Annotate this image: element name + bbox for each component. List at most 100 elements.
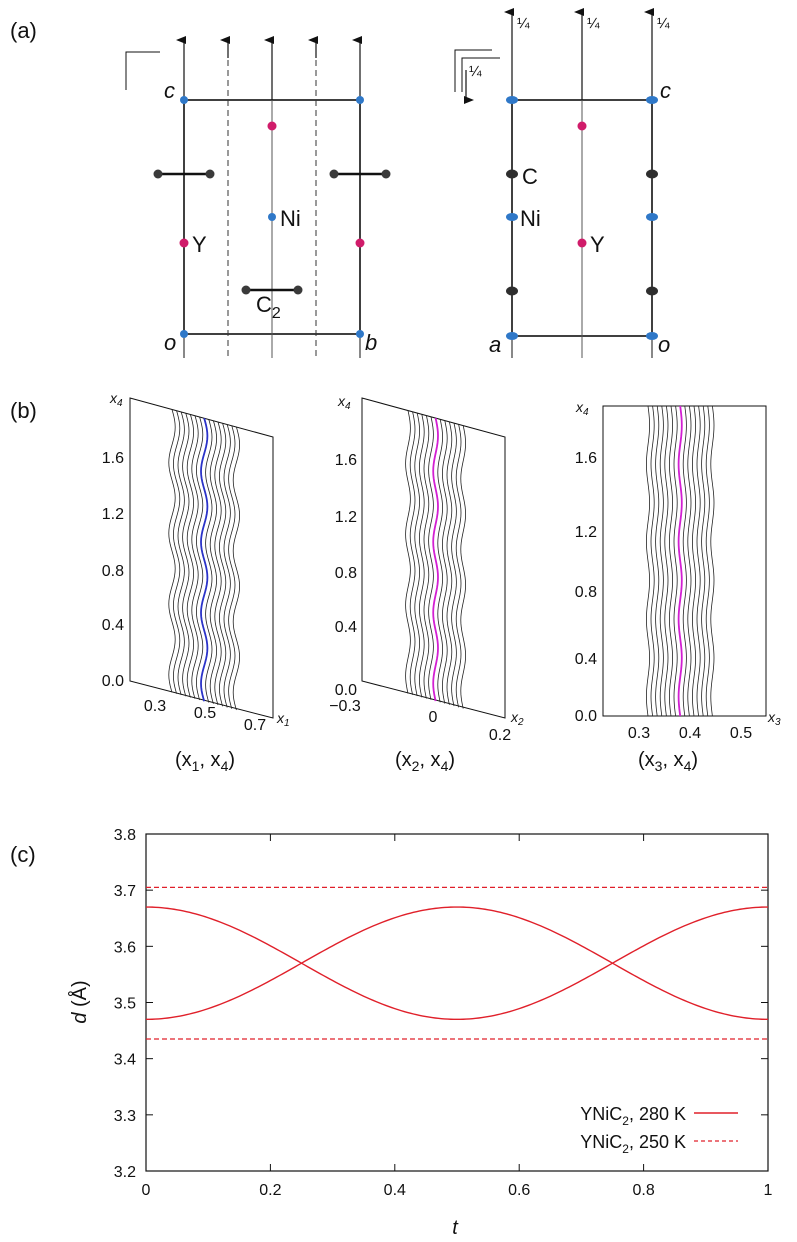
corner-label-c: c xyxy=(660,78,671,103)
modulation-curve xyxy=(446,421,453,705)
carbon-atom xyxy=(506,286,518,296)
atom-label-c2: C2 xyxy=(256,292,281,322)
x-tick-label: 0.8 xyxy=(632,1182,654,1199)
modulation-curve xyxy=(168,409,176,693)
x-axis-variable: x2 xyxy=(510,709,524,728)
y-tick-label: 0.8 xyxy=(335,565,357,582)
nickel-atom xyxy=(646,213,658,221)
modulation-curve xyxy=(455,424,462,708)
carbon-atom xyxy=(153,169,163,179)
modulation-curve xyxy=(414,412,421,697)
modulation-curve xyxy=(177,411,185,696)
y-axis-variable: x4 xyxy=(575,399,589,418)
x-tick-label: 0.5 xyxy=(730,725,752,742)
modulation-curves xyxy=(168,409,241,711)
x-tick-label: 0 xyxy=(429,709,438,726)
y-tick-label: 0.4 xyxy=(102,617,124,634)
y-axis-title: d (Å) xyxy=(68,980,91,1023)
x-axis-variable: x3 xyxy=(767,709,781,728)
y-tick-label: 3.2 xyxy=(114,1164,136,1181)
carbon-atom xyxy=(293,285,303,295)
modulation-curve xyxy=(668,405,674,717)
yttrium-atom xyxy=(355,238,365,248)
highlight-curve xyxy=(677,405,683,717)
corner-label-a: a xyxy=(489,332,501,357)
y-tick-label: 0.4 xyxy=(335,619,357,636)
y-tick-label: 1.2 xyxy=(335,509,357,526)
modulation-curve xyxy=(705,405,710,717)
legend-label-250k: YNiC2, 250 K xyxy=(580,1132,686,1156)
modulation-curve xyxy=(418,414,425,698)
ticks: 0 0.2 0.4 0.6 0.8 1 3.2 3.3 3.4 3.5 3.6 3.7 3.8 xyxy=(114,827,773,1199)
modulation-curve xyxy=(223,424,231,708)
nickel-atom xyxy=(506,96,518,104)
x-tick-label: −0.3 xyxy=(329,698,361,715)
x-tick-label: 0.3 xyxy=(628,725,650,742)
highlight-curve xyxy=(432,417,439,702)
modulation-curve xyxy=(186,414,195,698)
y-axis-variable: x4 xyxy=(337,393,351,412)
x-tick-label: 0.5 xyxy=(194,705,216,722)
y-tick-label: 1.6 xyxy=(575,450,597,467)
subplot-label: (x2, x4) xyxy=(395,749,455,774)
carbon-atom xyxy=(329,169,339,179)
modulation-curve xyxy=(710,405,715,717)
atom-label-y: Y xyxy=(192,232,207,257)
y-tick-label: 0.0 xyxy=(102,673,124,690)
series xyxy=(146,886,768,1040)
structure-right: ¼ ¼ ¼ ¼ c a o C Ni Y xyxy=(454,8,671,358)
corner-label-b: b xyxy=(365,330,377,355)
modulation-curve xyxy=(232,426,241,711)
modulation-curve xyxy=(673,405,678,717)
carbon-atom xyxy=(506,169,518,179)
distance-plot: 0 0.2 0.4 0.6 0.8 1 3.2 3.3 3.4 3.5 3.6 3.7 3.8 t d … xyxy=(68,827,773,1239)
highlight-curve xyxy=(200,417,209,702)
y-tick-label: 0.4 xyxy=(575,651,597,668)
modulation-curve xyxy=(172,410,181,694)
modulation-curve xyxy=(191,415,199,699)
modulation-curve xyxy=(214,421,222,706)
y-tick-label: 0.0 xyxy=(575,708,597,725)
atom-label-y: Y xyxy=(590,232,605,257)
nickel-atom xyxy=(646,332,658,340)
modulation-curve xyxy=(682,405,687,717)
x-tick-label: 0 xyxy=(142,1182,151,1199)
quarter-label: ¼ xyxy=(587,15,600,32)
x-tick-label: 0.4 xyxy=(384,1182,406,1199)
yttrium-atom xyxy=(577,121,587,131)
panel-label-b: (b) xyxy=(10,398,37,423)
modulation-curve xyxy=(218,423,227,707)
modulation-curves xyxy=(405,410,467,709)
panel-label-a: (a) xyxy=(10,18,37,43)
modulation-curve xyxy=(664,405,669,717)
nickel-atom xyxy=(506,213,518,221)
corner-label-o: o xyxy=(658,332,670,357)
y-tick-label: 3.6 xyxy=(114,939,136,956)
nickel-atom xyxy=(268,213,276,221)
y-axis-variable: x4 xyxy=(109,390,123,409)
y-tick-label: 1.6 xyxy=(102,450,124,467)
modulation-curve xyxy=(659,405,664,717)
nickel-atom xyxy=(506,332,518,340)
y-tick-label: 1.2 xyxy=(575,524,597,541)
series-line-280k xyxy=(146,906,768,1021)
nickel-atom xyxy=(356,330,364,338)
y-tick-label: 3.5 xyxy=(114,996,136,1013)
yttrium-atom xyxy=(577,238,587,248)
symmetry-corner-right xyxy=(454,49,492,92)
modulation-curve xyxy=(195,416,204,701)
x-tick-label: 0.2 xyxy=(259,1182,281,1199)
quarter-label: ¼ xyxy=(469,63,482,80)
structure-left: c o b Y Ni C2 xyxy=(125,36,391,358)
legend: YNiC2, 280 K YNiC2, 250 K xyxy=(580,1104,738,1156)
series-line-280k xyxy=(146,906,768,1021)
modulation-curve xyxy=(687,405,692,717)
symmetry-corner-right xyxy=(461,57,500,92)
panel-label-c: (c) xyxy=(10,842,36,867)
y-tick-label: 1.2 xyxy=(102,506,124,523)
subplot-x3-x4: x4 x3 0.0 0.4 0.8 1.2 1.6 0.3 0.4 0.5 (x… xyxy=(575,399,781,774)
modulation-curves xyxy=(645,405,715,717)
y-tick-label: 3.4 xyxy=(114,1052,136,1069)
y-tick-label: 3.7 xyxy=(114,883,136,900)
